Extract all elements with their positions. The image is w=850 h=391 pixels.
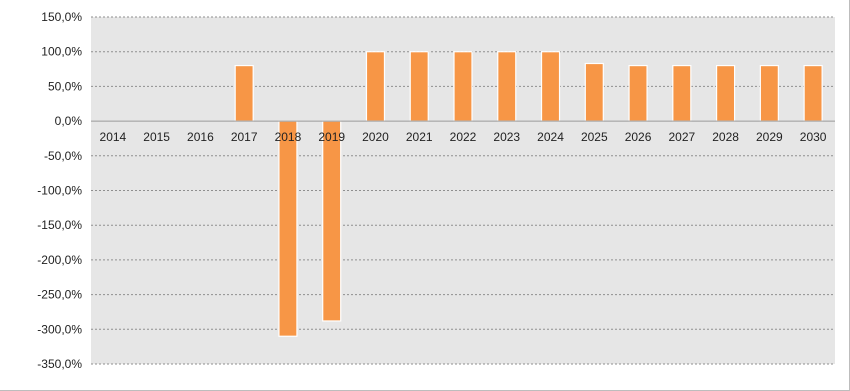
y-tick-label: -50,0% <box>44 149 82 163</box>
x-tick-label-2024: 2024 <box>537 130 564 144</box>
y-tick-label: 100,0% <box>41 45 82 59</box>
y-tick-label: -200,0% <box>37 253 82 267</box>
bars <box>234 51 823 337</box>
x-tick-label-2018: 2018 <box>275 130 302 144</box>
y-tick-label: 150,0% <box>41 10 82 24</box>
x-tick-label-2028: 2028 <box>712 130 739 144</box>
bar-2027 <box>672 64 692 122</box>
y-tick-label: -300,0% <box>37 322 82 336</box>
bar-2017 <box>234 64 254 122</box>
y-tick-label: -150,0% <box>37 218 82 232</box>
bar-2021 <box>409 51 429 122</box>
x-axis-ticks: 2014 2015 2016 2017 2018 2019 2020 2021 2022 2023… <box>100 130 827 144</box>
bar-2020 <box>365 51 386 122</box>
bar-2025 <box>584 62 604 122</box>
y-tick-label: 0,0% <box>55 114 83 128</box>
x-tick-label-2026: 2026 <box>625 130 652 144</box>
x-tick-label-2029: 2029 <box>756 130 783 144</box>
y-tick-label: -250,0% <box>37 288 82 302</box>
y-tick-label: 50,0% <box>48 79 82 93</box>
bar-2026 <box>628 64 648 122</box>
bar-2030 <box>803 64 823 122</box>
x-tick-label-2021: 2021 <box>406 130 433 144</box>
x-tick-label-2030: 2030 <box>800 130 827 144</box>
y-tick-label: -100,0% <box>37 184 82 198</box>
x-tick-label-2023: 2023 <box>493 130 520 144</box>
bar-2019 <box>322 120 342 322</box>
bar-2029 <box>759 64 779 122</box>
y-tick-label: -350,0% <box>37 357 82 371</box>
x-tick-label-2014: 2014 <box>100 130 127 144</box>
x-tick-label-2016: 2016 <box>187 130 214 144</box>
bar-2024 <box>540 51 561 122</box>
x-tick-label-2027: 2027 <box>668 130 695 144</box>
bar-2023 <box>497 51 517 122</box>
x-tick-label-2020: 2020 <box>362 130 389 144</box>
bar-2022 <box>453 51 473 122</box>
bar-2018 <box>278 120 298 337</box>
x-tick-label-2022: 2022 <box>450 130 477 144</box>
x-tick-label-2025: 2025 <box>581 130 608 144</box>
x-tick-label-2015: 2015 <box>143 130 170 144</box>
y-axis-ticks: 150,0% 100,0% 50,0% 0,0% -50,0% -100,0% -150,0… <box>37 10 82 371</box>
bar-2028 <box>715 64 736 122</box>
x-tick-label-2019: 2019 <box>318 130 345 144</box>
x-tick-label-2017: 2017 <box>231 130 258 144</box>
